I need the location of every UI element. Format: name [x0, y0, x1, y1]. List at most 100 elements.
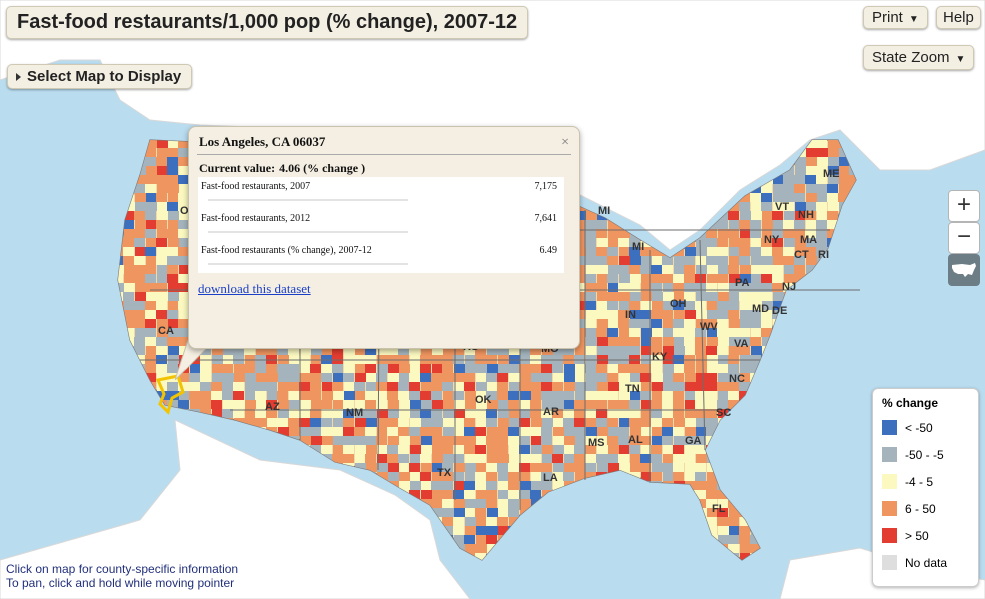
county-cell[interactable] [641, 382, 652, 391]
county-cell[interactable] [376, 400, 387, 409]
county-cell[interactable] [124, 301, 135, 310]
county-cell[interactable] [619, 256, 630, 265]
county-cell[interactable] [135, 310, 146, 319]
county-cell[interactable] [597, 346, 608, 355]
county-cell[interactable] [453, 472, 464, 481]
county-cell[interactable] [365, 436, 376, 445]
county-cell[interactable] [454, 481, 465, 490]
county-cell[interactable] [167, 265, 178, 274]
county-cell[interactable] [388, 418, 399, 427]
county-cell[interactable] [630, 382, 641, 391]
county-cell[interactable] [146, 202, 157, 211]
county-cell[interactable] [399, 436, 410, 445]
county-cell[interactable] [629, 328, 640, 337]
county-cell[interactable] [124, 229, 135, 238]
county-cell[interactable] [806, 193, 817, 202]
county-cell[interactable] [520, 373, 531, 382]
county-cell[interactable] [718, 229, 729, 238]
county-cell[interactable] [564, 382, 575, 391]
county-cell[interactable] [652, 436, 663, 445]
county-cell[interactable] [608, 364, 619, 373]
county-cell[interactable] [762, 229, 773, 238]
county-cell[interactable] [167, 157, 178, 166]
county-cell[interactable] [641, 274, 652, 283]
county-cell[interactable] [388, 400, 399, 409]
county-cell[interactable] [663, 301, 674, 310]
county-cell[interactable] [695, 382, 706, 391]
county-cell[interactable] [795, 247, 806, 256]
county-cell[interactable] [784, 238, 795, 247]
county-cell[interactable] [498, 454, 509, 463]
county-cell[interactable] [773, 292, 784, 301]
county-cell[interactable] [443, 427, 454, 436]
county-cell[interactable] [167, 337, 178, 346]
county-cell[interactable] [707, 265, 718, 274]
county-cell[interactable] [728, 535, 739, 544]
county-cell[interactable] [652, 292, 663, 301]
county-cell[interactable] [696, 409, 707, 418]
county-cell[interactable] [618, 409, 629, 418]
county-cell[interactable] [652, 274, 663, 283]
county-cell[interactable] [718, 337, 729, 346]
county-cell[interactable] [795, 166, 806, 175]
county-cell[interactable] [420, 454, 431, 463]
county-cell[interactable] [619, 328, 630, 337]
county-cell[interactable] [640, 265, 651, 274]
county-cell[interactable] [729, 373, 740, 382]
county-cell[interactable] [608, 427, 619, 436]
county-cell[interactable] [761, 202, 772, 211]
county-cell[interactable] [651, 418, 662, 427]
county-cell[interactable] [685, 418, 696, 427]
county-cell[interactable] [497, 445, 508, 454]
county-cell[interactable] [530, 463, 541, 472]
county-cell[interactable] [542, 454, 553, 463]
county-cell[interactable] [795, 202, 806, 211]
county-cell[interactable] [575, 346, 586, 355]
county-cell[interactable] [200, 364, 211, 373]
county-cell[interactable] [157, 328, 168, 337]
county-cell[interactable] [640, 454, 651, 463]
county-cell[interactable] [684, 265, 695, 274]
county-cell[interactable] [145, 283, 156, 292]
county-cell[interactable] [146, 256, 157, 265]
county-cell[interactable] [641, 328, 652, 337]
county-cell[interactable] [179, 310, 190, 319]
county-cell[interactable] [387, 454, 398, 463]
county-cell[interactable] [520, 346, 531, 355]
county-cell[interactable] [267, 373, 278, 382]
county-cell[interactable] [751, 238, 762, 247]
county-cell[interactable] [410, 364, 421, 373]
county-cell[interactable] [135, 274, 146, 283]
county-cell[interactable] [773, 301, 784, 310]
county-cell[interactable] [740, 517, 751, 526]
county-cell[interactable] [597, 292, 608, 301]
county-cell[interactable] [234, 400, 245, 409]
county-cell[interactable] [651, 445, 662, 454]
county-cell[interactable] [398, 391, 409, 400]
county-cell[interactable] [222, 409, 233, 418]
county-cell[interactable] [145, 328, 156, 337]
county-cell[interactable] [630, 463, 641, 472]
county-cell[interactable] [399, 463, 410, 472]
county-cell[interactable] [476, 526, 487, 535]
county-cell[interactable] [552, 382, 563, 391]
county-cell[interactable] [707, 247, 718, 256]
county-cell[interactable] [575, 211, 586, 220]
county-cell[interactable] [255, 364, 266, 373]
county-cell[interactable] [442, 364, 453, 373]
county-cell[interactable] [498, 472, 509, 481]
county-cell[interactable] [696, 499, 707, 508]
county-cell[interactable] [563, 409, 574, 418]
county-cell[interactable] [332, 409, 343, 418]
county-cell[interactable] [388, 436, 399, 445]
county-cell[interactable] [530, 400, 541, 409]
county-cell[interactable] [464, 445, 475, 454]
county-cell[interactable] [321, 400, 332, 409]
county-cell[interactable] [608, 337, 619, 346]
county-cell[interactable] [761, 238, 772, 247]
county-cell[interactable] [200, 346, 211, 355]
county-cell[interactable] [553, 346, 564, 355]
county-cell[interactable] [508, 472, 519, 481]
county-cell[interactable] [157, 229, 168, 238]
county-cell[interactable] [838, 193, 849, 202]
